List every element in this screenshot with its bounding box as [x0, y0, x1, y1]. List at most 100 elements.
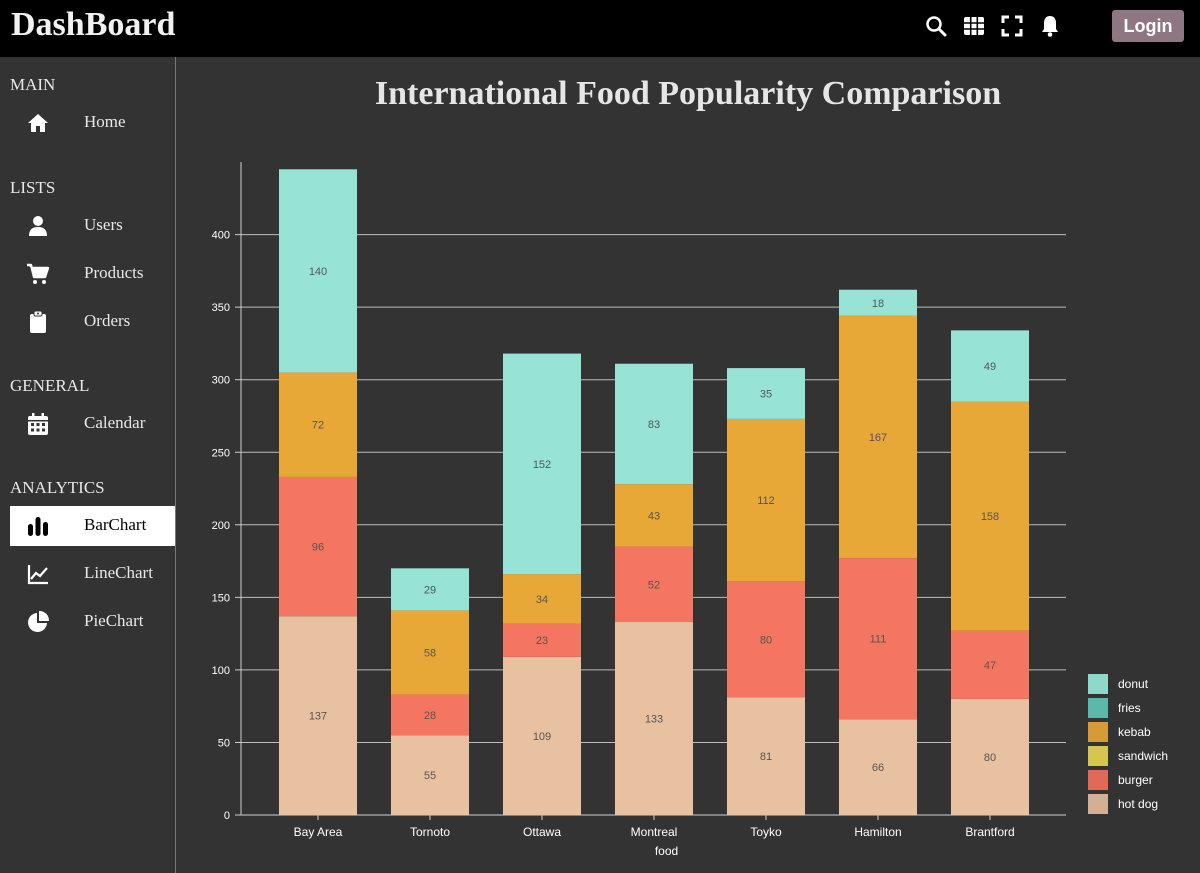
- bar-value-label: 152: [533, 459, 551, 471]
- sidebar-item-label: BarChart: [84, 515, 147, 534]
- legend-swatch: [1088, 794, 1108, 814]
- sidebar-item-users[interactable]: Users: [10, 206, 175, 246]
- x-tick-label: Montreal: [631, 825, 678, 839]
- sidebar-item-label: Calendar: [84, 413, 146, 432]
- legend-label: kebab: [1118, 725, 1151, 739]
- legend-swatch: [1088, 770, 1108, 790]
- bar-value-label: 112: [757, 495, 775, 507]
- sidebar-item-home[interactable]: Home: [10, 103, 175, 143]
- bar-value-label: 167: [869, 432, 887, 444]
- bar-value-label: 52: [648, 579, 660, 591]
- bar-segment: [503, 574, 581, 624]
- section-main-title: MAIN: [10, 75, 56, 94]
- bar-segment: [839, 315, 917, 559]
- bar-segment: [615, 622, 693, 815]
- bar-value-label: 109: [533, 731, 551, 743]
- bar-value-label: 29: [424, 584, 436, 596]
- x-axis-title: food: [655, 844, 678, 858]
- y-tick-label: 300: [212, 375, 230, 387]
- bar-value-label: 23: [536, 635, 548, 647]
- y-tick-label: 350: [212, 302, 230, 314]
- bar-segment: [391, 610, 469, 695]
- legend-label: hot dog: [1118, 797, 1158, 811]
- bar-segment: [615, 363, 693, 485]
- bell-icon[interactable]: [1038, 14, 1062, 38]
- legend-swatch: [1088, 746, 1108, 766]
- y-tick-label: 250: [212, 447, 230, 459]
- bar-value-label: 137: [309, 711, 327, 723]
- bar-segment: [727, 697, 805, 815]
- y-tick-label: 400: [212, 230, 230, 242]
- y-tick-label: 50: [218, 737, 230, 749]
- home-icon: [26, 111, 50, 135]
- sidebar-item-linechart[interactable]: LineChart: [10, 554, 175, 594]
- bar-segment: [951, 401, 1029, 631]
- bar-segment: [503, 623, 581, 657]
- sidebar-item-calendar[interactable]: Calendar: [10, 404, 175, 444]
- x-tick-label: Bay Area: [294, 825, 343, 839]
- sidebar-item-barchart[interactable]: BarChart: [10, 506, 175, 546]
- login-button[interactable]: Login: [1112, 10, 1184, 42]
- bar-segment: [839, 289, 917, 316]
- bar-chart: 0 50 100 150 200 250 300 350 400 137 96 72 140 Bay Ar…: [212, 162, 1168, 858]
- bar-value-label: 140: [309, 266, 327, 278]
- legend-swatch: [1088, 722, 1108, 742]
- bar-value-label: 81: [760, 751, 772, 763]
- sidebar-item-label: Home: [84, 112, 126, 131]
- bar-segment: [951, 330, 1029, 402]
- bar-segment: [839, 719, 917, 815]
- chart-title: International Food Popularity Comparison: [374, 75, 1002, 112]
- y-tick-label: 200: [212, 520, 230, 532]
- bar-segment: [951, 630, 1029, 699]
- sidebar-item-label: Orders: [84, 311, 131, 330]
- bar-value-label: 58: [424, 647, 436, 659]
- bar-value-label: 28: [424, 710, 436, 722]
- legend-label: fries: [1118, 701, 1141, 715]
- search-icon[interactable]: [924, 14, 948, 38]
- bar-value-label: 111: [870, 634, 887, 646]
- calendar-icon: [26, 412, 50, 436]
- legend-swatch: [1088, 698, 1108, 718]
- bar-segment: [279, 372, 357, 477]
- bar-segment: [279, 169, 357, 373]
- sidebar-item-label: LineChart: [84, 563, 153, 582]
- fullscreen-icon[interactable]: [1000, 14, 1024, 38]
- y-tick-label: 0: [224, 810, 230, 822]
- cart-icon: [26, 262, 50, 286]
- top-bar: DashBoard Login: [0, 0, 1200, 57]
- user-icon: [26, 214, 50, 238]
- bar-value-label: 96: [312, 542, 324, 554]
- bar-segment: [279, 476, 357, 617]
- line-chart-icon: [26, 562, 50, 586]
- bar-value-label: 49: [984, 361, 996, 373]
- bar-value-label: 35: [760, 388, 772, 400]
- bar-value-label: 66: [872, 762, 884, 774]
- x-tick-label: Ottawa: [523, 825, 561, 839]
- legend-label: donut: [1118, 677, 1149, 691]
- bar-segment: [503, 656, 581, 815]
- sidebar-item-products[interactable]: Products: [10, 254, 175, 294]
- x-tick-label: Hamilton: [854, 825, 901, 839]
- bar-segment: [503, 353, 581, 575]
- legend-label: burger: [1118, 773, 1153, 787]
- section-general-title: GENERAL: [10, 376, 90, 395]
- bar-segment: [727, 581, 805, 698]
- sidebar-item-piechart[interactable]: PieChart: [10, 602, 175, 642]
- bar-segment: [839, 558, 917, 720]
- sidebar-item-orders[interactable]: Orders: [10, 302, 175, 342]
- bar-segment: [727, 368, 805, 419]
- bar-value-label: 72: [312, 420, 324, 432]
- bar-value-label: 43: [648, 510, 660, 522]
- legend-label: sandwich: [1118, 749, 1168, 763]
- sidebar-item-label: PieChart: [84, 611, 144, 630]
- grid-icon[interactable]: [962, 14, 986, 38]
- y-tick-label: 100: [212, 665, 230, 677]
- sidebar-item-label: Users: [84, 215, 123, 234]
- bar-segment: [615, 484, 693, 547]
- bar-segment: [391, 568, 469, 611]
- bar-segment: [727, 418, 805, 582]
- bar-value-label: 158: [981, 511, 999, 523]
- section-lists-title: LISTS: [10, 178, 56, 197]
- bar-value-label: 80: [760, 634, 772, 646]
- sidebar: MAIN Home LISTS Users Products Orders GE…: [0, 57, 176, 873]
